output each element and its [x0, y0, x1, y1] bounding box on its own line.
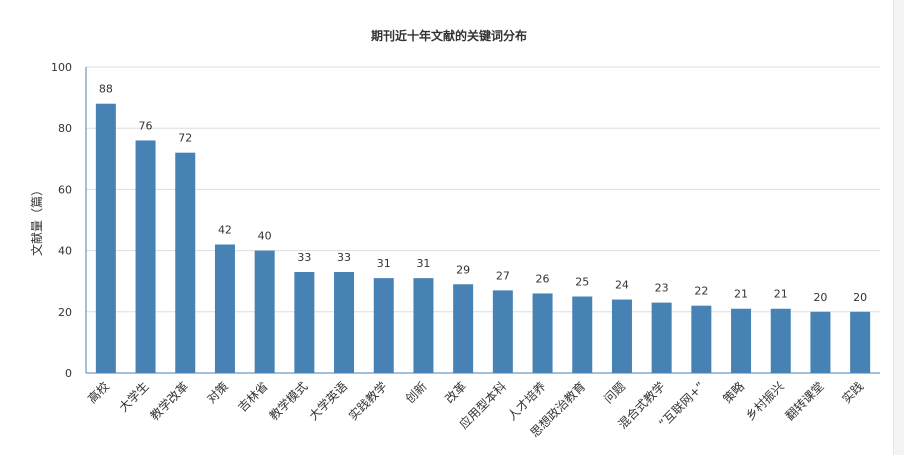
x-tick-label: 改革: [442, 379, 469, 406]
data-label: 72: [178, 132, 192, 145]
bar: [254, 250, 275, 373]
bar: [770, 308, 791, 373]
x-tick-label: 大学英语: [306, 379, 351, 424]
bar: [611, 299, 632, 373]
page-scroll-edge: [893, 0, 904, 455]
data-label: 76: [139, 119, 153, 132]
bar: [135, 140, 156, 373]
x-tick-label: 翻转课堂: [782, 379, 827, 424]
bar: [572, 296, 593, 373]
data-label: 31: [377, 257, 391, 270]
data-label: 33: [337, 251, 351, 264]
data-label: 26: [536, 272, 550, 285]
bar: [373, 278, 394, 373]
data-label: 40: [258, 230, 272, 243]
x-tick-label: 创新: [402, 379, 430, 407]
x-tick-label: 高校: [84, 379, 112, 407]
x-tick-label: 策略: [720, 379, 748, 407]
data-label: 24: [615, 279, 629, 292]
x-tick-label: 对策: [204, 379, 231, 406]
x-tick-label: 吉林省: [235, 379, 270, 414]
bar: [294, 272, 315, 373]
x-tick-label: 教学改革: [147, 379, 192, 424]
y-tick-label: 20: [58, 306, 72, 319]
bar: [850, 311, 871, 373]
y-tick-label: 0: [65, 367, 72, 380]
y-tick-label: 80: [58, 122, 72, 135]
data-label: 20: [853, 291, 867, 304]
data-label: 21: [774, 288, 788, 301]
chart-title: 期刊近十年文献的关键词分布: [371, 28, 527, 43]
bar: [214, 244, 235, 373]
bar: [691, 305, 712, 373]
data-label: 29: [456, 263, 470, 276]
data-label: 22: [694, 285, 708, 298]
x-tick-label: 乡村振兴: [743, 379, 787, 423]
data-label: 20: [813, 291, 827, 304]
y-tick-label: 60: [58, 183, 72, 196]
bar: [651, 302, 672, 373]
data-label: 23: [655, 282, 669, 295]
bar: [334, 272, 355, 373]
data-label: 31: [416, 257, 430, 270]
y-tick-label: 100: [51, 61, 72, 74]
bar: [532, 293, 553, 373]
bar: [810, 311, 831, 373]
data-label: 25: [575, 276, 589, 289]
data-label: 42: [218, 223, 232, 236]
bar: [731, 308, 752, 373]
x-tick-label: 大学生: [116, 379, 152, 415]
data-labels: 88 76 72 42 40 33 33 31 31 29 27 26 25 24 23 22 21 21 20 20: [99, 83, 867, 304]
data-label: 21: [734, 288, 748, 301]
y-axis-label: 文献量（篇）: [29, 184, 44, 256]
y-tick-label: 40: [58, 245, 72, 258]
bars: [95, 103, 871, 373]
data-label: 33: [297, 251, 311, 264]
data-label: 88: [99, 83, 113, 96]
bar: [95, 103, 116, 373]
y-axis-ticks: 0 20 40 60 80 100: [51, 61, 72, 380]
data-label: 27: [496, 269, 510, 282]
bar: [413, 278, 434, 373]
x-tick-label: 问题: [601, 379, 628, 406]
bar: [175, 152, 196, 373]
gridlines: [86, 66, 880, 313]
bar: [492, 290, 513, 373]
x-tick-label: 教学模式: [266, 379, 311, 424]
x-tick-label: 实践教学: [345, 379, 390, 424]
x-tick-label: 实践: [839, 379, 867, 407]
bar: [453, 284, 474, 373]
